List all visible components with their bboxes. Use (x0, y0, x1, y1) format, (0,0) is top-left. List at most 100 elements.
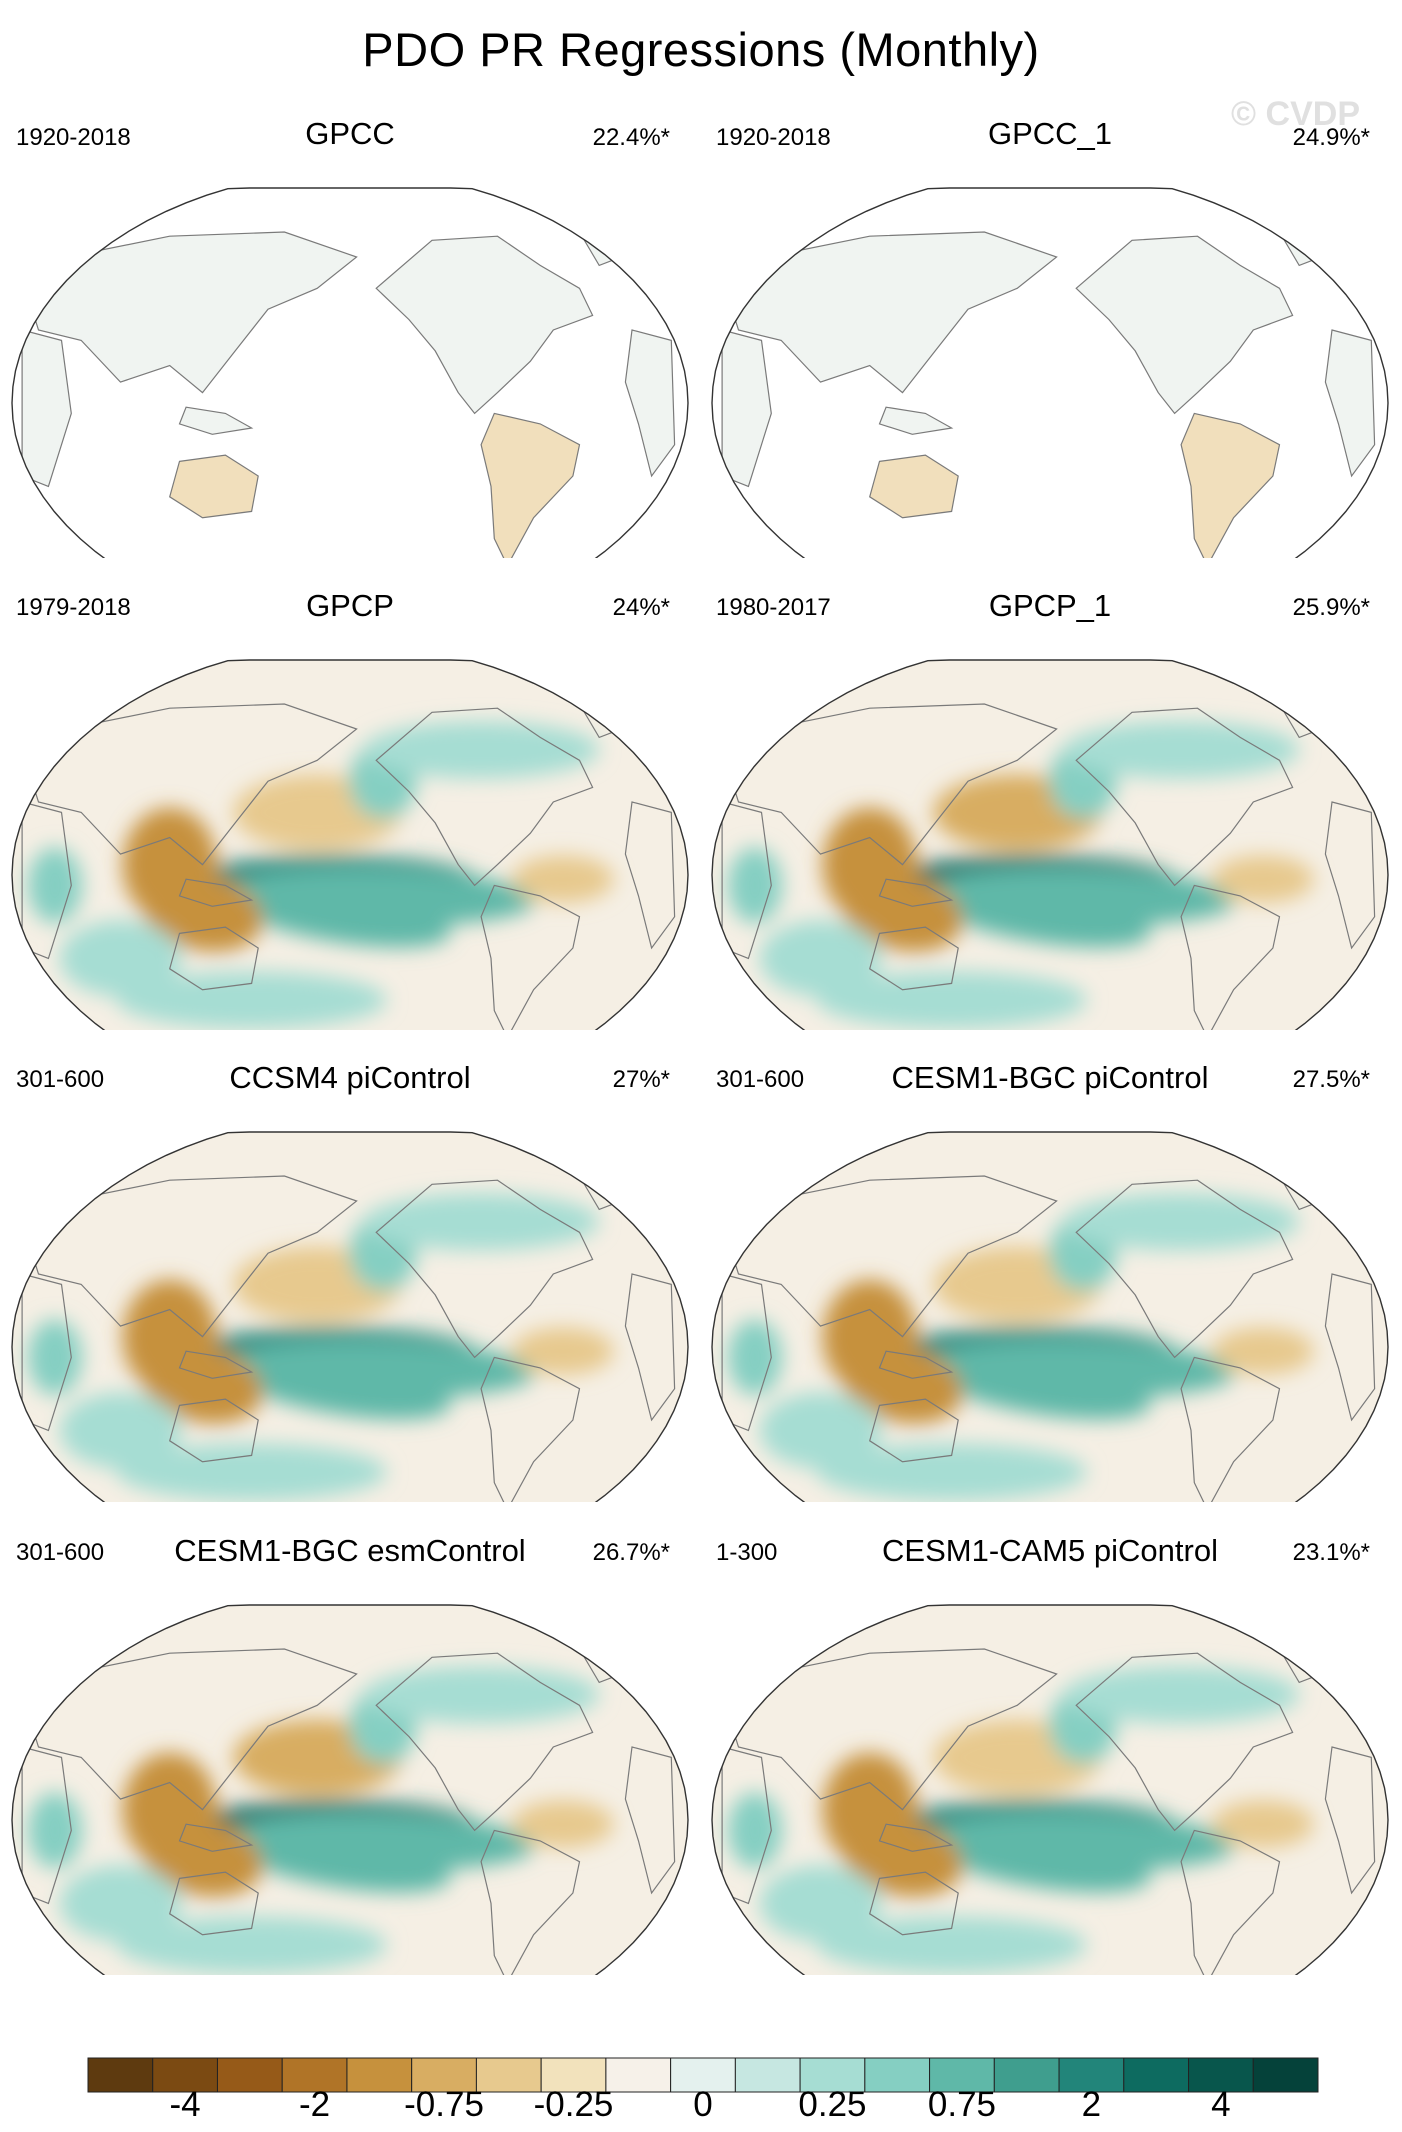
coastline-northAmerica (1075, 235, 1294, 415)
panel-period: 1920-2018 (16, 124, 131, 151)
colorbar-swatch (864, 2057, 931, 2093)
coastline-northAmerica (375, 235, 594, 415)
map-outline (711, 659, 1389, 1030)
panel-variance: 24%* (612, 594, 670, 621)
map-outline (711, 1131, 1389, 1502)
map-panel: CESM1-BGC esmControl 301-600 26.7%* (0, 1495, 700, 1975)
coastline-southAmerica (480, 1356, 581, 1502)
panel-period: 1-300 (716, 1539, 778, 1566)
panel-title: GPCC (305, 116, 395, 151)
map-panel: GPCC_1 1920-2018 24.9%* (700, 78, 1400, 558)
coastline-australia (169, 1398, 259, 1463)
colorbar-swatch (1252, 2057, 1319, 2093)
map-panel: GPCP 1979-2018 24%* (0, 550, 700, 1030)
panel-period: 301-600 (16, 1066, 105, 1093)
coastline-southAmerica (1180, 884, 1281, 1030)
coastline-indonesia (878, 406, 954, 435)
coastline-australia (869, 926, 959, 991)
map-panel: CESM1-BGC piControl 301-600 27.5%* (700, 1022, 1400, 1502)
coastline-africa (624, 1746, 676, 1895)
colorbar-swatch (1058, 2057, 1125, 2093)
figure-title: PDO PR Regressions (Monthly) (362, 23, 1040, 76)
panel-title: CESM1-CAM5 piControl (882, 1533, 1218, 1568)
coastline-africa (1324, 801, 1376, 950)
colorbar-swatch (670, 2057, 736, 2093)
coastline-eurasia (728, 1648, 1058, 1811)
coastline-indonesia (878, 1350, 954, 1379)
panel-variance: 27%* (612, 1066, 670, 1093)
coastline-northAmerica (375, 707, 594, 887)
colorbar-swatch (87, 2057, 154, 2093)
coastline-africa (624, 1273, 676, 1422)
regression-field (712, 660, 1388, 1030)
coastline-northAmerica (1075, 1179, 1294, 1359)
panel-title: CESM1-BGC piControl (891, 1060, 1209, 1095)
colorbar-tick-label: -0.75 (404, 2085, 484, 2124)
world-map (711, 659, 1389, 1030)
coastline-eurasia (28, 231, 358, 394)
colorbar-swatch (346, 2057, 413, 2093)
coastline-africaWest (21, 329, 72, 488)
regression-field (12, 660, 688, 1030)
world-map (11, 1604, 689, 1975)
coastline-northAmerica (1075, 707, 1294, 887)
panel-title: CESM1-BGC esmControl (174, 1533, 526, 1568)
map-outline (11, 1604, 689, 1975)
coastline-eurasia (28, 1175, 358, 1338)
panel-title: GPCP_1 (988, 588, 1112, 623)
colorbar-swatch (152, 2057, 218, 2093)
coastline-northAmerica (375, 1179, 594, 1359)
panel-title: GPCP (306, 588, 394, 623)
regression-field (712, 188, 1388, 558)
colorbar-tick-label: -0.25 (533, 2085, 614, 2124)
coastline-africaWest (21, 1746, 72, 1905)
colorbar-tick-label: 2 (1081, 2085, 1102, 2124)
coastline-indonesia (878, 1823, 954, 1852)
coastline-eurasia (728, 1175, 1058, 1338)
cvdp-watermark: © CVDP (1231, 95, 1360, 133)
map-panel: GPCC 1920-2018 22.4%* (0, 78, 700, 558)
colorbar-swatch (993, 2057, 1060, 2093)
coastline-eurasia (28, 703, 358, 866)
regression-field (712, 1132, 1388, 1502)
colorbar-swatch (605, 2057, 672, 2093)
colorbar-swatch (411, 2057, 477, 2093)
coastline-indonesia (178, 878, 254, 907)
map-panel: GPCP_1 1980-2017 25.9%* (700, 550, 1400, 1030)
coastline-africaWest (721, 1273, 772, 1432)
panel-period: 1980-2017 (716, 594, 831, 621)
colorbar (87, 2057, 1319, 2093)
coastline-africa (1324, 329, 1376, 478)
coastline-indonesia (878, 878, 954, 907)
regression-field (712, 1605, 1388, 1975)
panel-title: CCSM4 piControl (229, 1060, 471, 1095)
panel-variance: 23.1%* (1292, 1539, 1370, 1566)
coastline-africa (1324, 1273, 1376, 1422)
coastline-africaWest (21, 801, 72, 960)
coastline-africaWest (721, 329, 772, 488)
colorbar-tick-label: 0.25 (798, 2085, 867, 2124)
colorbar-tick-label: -4 (169, 2085, 201, 2124)
panel-period: 301-600 (716, 1066, 805, 1093)
coastline-australia (169, 1871, 259, 1936)
map-outline (11, 659, 689, 1030)
coastline-australia (869, 1398, 959, 1463)
colorbar-tick-label: -2 (299, 2085, 331, 2124)
colorbar-swatch (475, 2057, 542, 2093)
panel-variance: 24.9%* (1292, 124, 1370, 151)
coastline-australia (869, 1871, 959, 1936)
world-map (11, 187, 689, 558)
panel-variance: 26.7%* (592, 1539, 670, 1566)
panel-variance: 25.9%* (1292, 594, 1370, 621)
coastline-southAmerica (1180, 1356, 1281, 1502)
colorbar-swatch (799, 2057, 866, 2093)
world-map (711, 1604, 1389, 1975)
coastline-northAmerica (1075, 1652, 1294, 1832)
regression-field (12, 188, 688, 558)
coastline-eurasia (28, 1648, 358, 1811)
panel-period: 1920-2018 (716, 124, 831, 151)
colorbar-swatch (540, 2057, 607, 2093)
map-outline (711, 187, 1389, 558)
coastline-australia (169, 454, 259, 519)
map-outline (11, 1131, 689, 1502)
